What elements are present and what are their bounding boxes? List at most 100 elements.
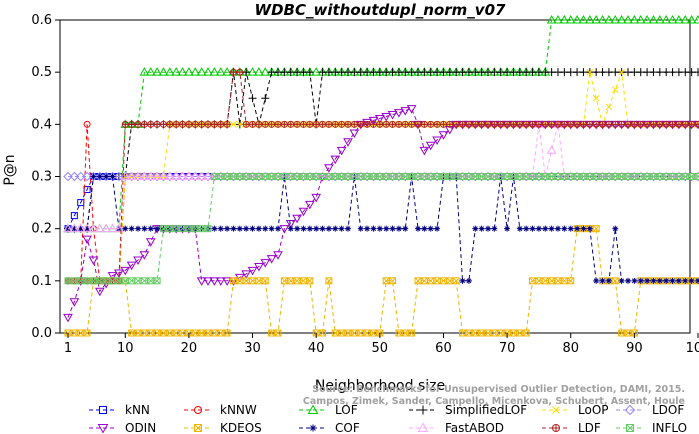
data-point: [88, 256, 99, 265]
data-point: [261, 277, 269, 285]
data-point: [190, 171, 200, 182]
x-tick-label: 50: [372, 341, 389, 356]
data-point: [70, 212, 78, 220]
data-point: [139, 171, 150, 182]
data-point: [210, 120, 218, 128]
data-point: [586, 68, 594, 76]
data-point: [452, 277, 460, 285]
legend-marker: [97, 424, 109, 434]
series-simplifiedlof: [64, 68, 699, 233]
data-point: [381, 113, 392, 122]
data-point: [578, 14, 589, 24]
data-point: [223, 329, 231, 337]
legend-item-ldof: LDOF: [616, 403, 684, 417]
data-point: [485, 225, 491, 232]
data-point: [694, 120, 699, 128]
data-point: [94, 223, 105, 233]
data-point: [128, 120, 136, 128]
data-point: [152, 171, 162, 182]
data-point: [76, 171, 86, 182]
data-point: [268, 120, 276, 128]
data-point: [153, 277, 161, 285]
x-tick-label: 40: [308, 341, 325, 356]
data-point: [694, 173, 699, 180]
data-point: [400, 107, 411, 116]
data-point: [196, 171, 207, 180]
series-knn: [64, 173, 699, 233]
data-point: [287, 120, 295, 128]
legend-marker: [309, 424, 317, 432]
data-point: [629, 14, 640, 24]
data-point: [592, 94, 600, 102]
data-point: [586, 225, 593, 232]
data-point: [363, 329, 371, 337]
data-point: [357, 173, 365, 180]
data-point: [292, 214, 302, 224]
data-point: [427, 225, 434, 232]
data-point: [71, 225, 78, 232]
legend-label: LOF: [335, 403, 358, 417]
legend: kNN kNNW LOF SimplifiedLOF LoOP LDOF ODIN KDEOS…: [89, 403, 687, 434]
data-point: [211, 225, 218, 232]
data-point: [184, 171, 194, 180]
data-point: [158, 171, 169, 182]
data-point: [109, 173, 116, 180]
data-point: [446, 120, 454, 128]
legend-marker: [194, 424, 202, 432]
data-point: [287, 225, 294, 232]
data-point: [560, 120, 568, 128]
data-point: [203, 171, 213, 180]
data-point: [546, 14, 557, 24]
data-point: [374, 114, 385, 124]
data-point: [133, 171, 143, 180]
watermark-line-1: Source: Benchmarks for Unsupervised Outl…: [312, 384, 685, 395]
x-tick-label: 60: [435, 341, 452, 356]
y-tick-label: 0.2: [31, 222, 52, 237]
legend-label: ODIN: [125, 421, 156, 434]
data-point: [120, 266, 131, 276]
data-point: [465, 329, 473, 337]
data-point: [96, 173, 103, 180]
data-point: [217, 225, 224, 232]
series-knnw: [64, 120, 699, 285]
data-point: [432, 136, 442, 145]
data-point: [648, 14, 659, 24]
data-point: [177, 171, 188, 180]
data-point: [674, 14, 684, 24]
data-point: [637, 120, 645, 128]
data-point: [313, 225, 320, 232]
data-point: [401, 120, 409, 128]
data-point: [145, 171, 156, 180]
data-point: [584, 14, 595, 24]
data-point: [669, 277, 676, 284]
data-point: [203, 171, 213, 182]
data-point: [535, 120, 543, 128]
data-point: [82, 235, 92, 245]
data-point: [101, 171, 111, 182]
data-point: [114, 223, 124, 233]
data-point: [680, 14, 691, 24]
data-point: [650, 277, 657, 284]
watermark-line-2: Campos, Zimek, Sander, Campello, Micenko…: [303, 396, 685, 407]
data-point: [408, 329, 416, 337]
data-point: [369, 120, 377, 128]
data-point: [204, 120, 212, 128]
data-point: [248, 94, 257, 103]
data-point: [695, 277, 699, 284]
y-tick-label: 0.6: [31, 13, 52, 28]
data-point: [336, 146, 347, 156]
data-point: [368, 116, 379, 126]
data-point: [145, 238, 156, 247]
data-point: [166, 120, 174, 128]
data-point: [298, 207, 309, 217]
data-point: [362, 118, 372, 128]
data-point: [152, 171, 162, 180]
data-point: [345, 225, 351, 232]
data-point: [262, 225, 269, 232]
legend-marker: [417, 422, 429, 432]
data-point: [573, 120, 581, 128]
data-point: [311, 67, 322, 76]
data-point: [497, 120, 505, 128]
data-point: [242, 68, 251, 77]
data-point: [146, 171, 156, 182]
